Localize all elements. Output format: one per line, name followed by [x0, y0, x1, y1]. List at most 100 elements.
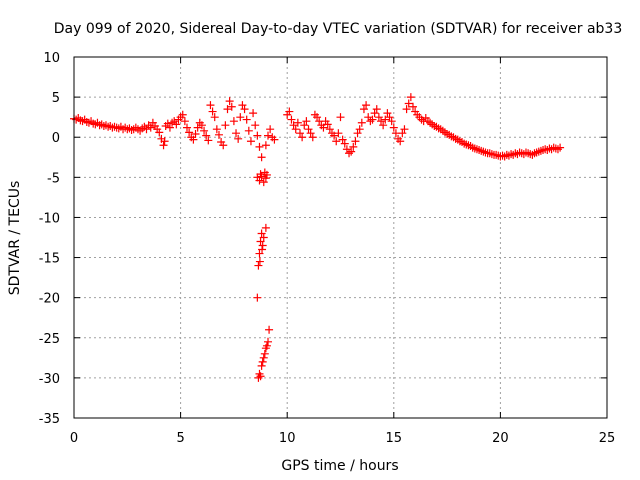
data-points	[70, 93, 565, 382]
data-point	[264, 337, 273, 346]
data-point	[270, 135, 279, 144]
data-point	[553, 145, 562, 154]
data-point	[246, 137, 255, 146]
data-point	[257, 229, 266, 238]
data-point	[225, 97, 234, 106]
data-point	[325, 125, 334, 134]
data-point	[551, 144, 560, 153]
data-point	[355, 125, 364, 134]
data-point	[345, 149, 354, 158]
data-point	[362, 101, 371, 110]
data-point	[178, 110, 187, 119]
data-point	[240, 105, 249, 114]
data-point	[408, 102, 417, 111]
data-point	[334, 129, 343, 138]
grid	[74, 57, 607, 418]
data-point	[298, 133, 307, 142]
data-point	[256, 170, 265, 179]
data-point	[114, 124, 123, 133]
data-point	[261, 141, 270, 150]
data-point	[379, 121, 388, 130]
data-point	[189, 135, 198, 144]
data-point	[182, 123, 191, 132]
x-tick-labels: 0 5 10 15 20 25	[70, 431, 615, 446]
data-point	[366, 117, 375, 126]
data-point	[258, 241, 267, 250]
data-point	[351, 137, 360, 146]
data-point	[160, 137, 169, 146]
data-point	[253, 293, 262, 302]
x-tick-label: 10	[279, 431, 296, 446]
data-point	[229, 117, 238, 126]
data-point	[406, 93, 415, 102]
x-axis-label: GPS time / hours	[281, 458, 398, 474]
data-point	[492, 150, 501, 159]
data-point	[259, 178, 268, 187]
data-point	[377, 117, 386, 126]
data-point	[259, 233, 268, 242]
data-point	[266, 125, 275, 134]
y-tick-label: 10	[43, 51, 60, 66]
data-point	[387, 117, 396, 126]
data-point	[287, 115, 296, 124]
data-point	[330, 131, 339, 140]
data-point	[254, 373, 263, 382]
data-point	[163, 119, 172, 128]
data-point	[221, 121, 230, 130]
data-point	[400, 125, 409, 134]
data-point	[125, 124, 134, 133]
x-tick-label: 5	[176, 431, 184, 446]
data-point	[374, 113, 383, 122]
y-tick-label: -5	[47, 171, 60, 186]
data-point	[259, 353, 268, 362]
data-point	[204, 136, 213, 145]
data-point	[396, 137, 405, 146]
data-point	[353, 129, 362, 138]
data-point	[285, 107, 294, 116]
data-point	[258, 245, 267, 254]
plot-frame	[73, 56, 608, 419]
data-point	[359, 105, 368, 114]
data-point	[256, 237, 265, 246]
data-point	[232, 129, 241, 138]
data-point	[254, 261, 263, 270]
data-point	[112, 123, 121, 132]
data-point	[260, 349, 269, 358]
data-point	[323, 120, 332, 129]
y-tick-label: -25	[39, 332, 60, 347]
x-tick-label: 15	[386, 431, 403, 446]
y-tick-label: -10	[39, 211, 60, 226]
data-point	[485, 149, 494, 158]
data-point	[306, 129, 315, 138]
data-point	[256, 372, 265, 381]
data-point	[370, 109, 379, 118]
data-point	[372, 105, 381, 114]
data-point	[302, 117, 311, 126]
data-point	[197, 121, 206, 130]
data-point	[257, 361, 266, 370]
data-point	[72, 115, 81, 124]
data-point	[191, 130, 200, 139]
data-point	[404, 99, 413, 108]
data-point	[342, 145, 351, 154]
data-point	[402, 105, 411, 114]
data-point	[526, 150, 535, 159]
data-point	[556, 143, 565, 152]
data-point	[368, 115, 377, 124]
data-point	[155, 128, 164, 137]
data-point	[349, 142, 358, 151]
data-point	[262, 341, 271, 350]
data-point	[200, 126, 209, 135]
x-tick-label: 25	[599, 431, 616, 446]
data-point	[223, 105, 232, 114]
data-point	[265, 325, 274, 334]
data-point	[347, 147, 356, 156]
data-point	[236, 113, 245, 122]
y-axis-label: SDTVAR / TECUs	[7, 181, 23, 296]
data-point	[244, 126, 253, 135]
data-point	[255, 257, 264, 266]
data-point	[357, 118, 366, 127]
data-point	[313, 113, 322, 122]
data-point	[227, 102, 236, 111]
data-point	[258, 357, 267, 366]
